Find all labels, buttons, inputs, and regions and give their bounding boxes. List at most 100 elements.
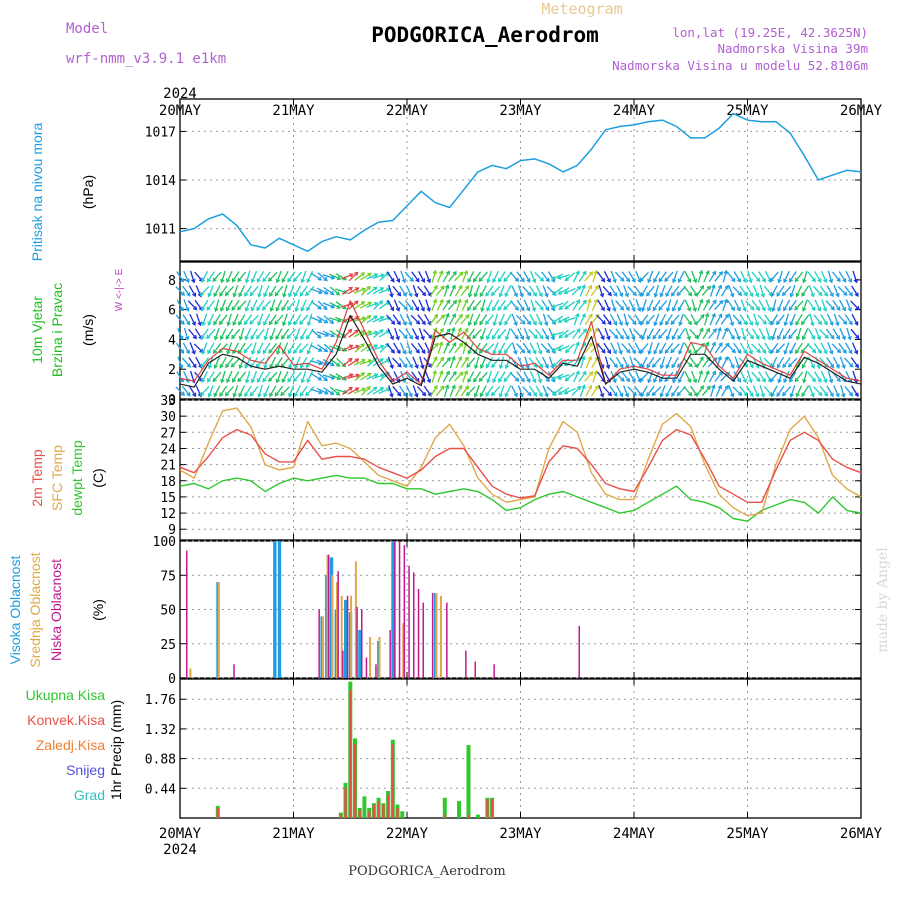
wind-arrow: [430, 285, 438, 297]
wind-arrow: [622, 328, 630, 340]
wind-arrow: [551, 302, 564, 308]
wind-arrowhead: [658, 277, 663, 283]
wind-arrowhead: [366, 285, 371, 291]
wind-arrowhead: [323, 305, 328, 311]
wind-arrow: [678, 342, 685, 354]
wind-arrow: [777, 299, 784, 312]
wind-arrow: [400, 370, 406, 383]
wind-arrow: [646, 385, 655, 397]
wind-arrowhead: [783, 278, 788, 284]
wind-arrowhead: [281, 335, 286, 340]
wind-arrow: [769, 271, 779, 282]
wind-arrowhead: [539, 335, 544, 340]
wind-arrow: [690, 342, 697, 354]
wind-arrow: [274, 314, 284, 325]
wind-arrow: [294, 327, 301, 340]
wind-arrowhead: [749, 334, 755, 340]
wind-arrowhead: [519, 335, 525, 341]
wind-arrow: [633, 329, 643, 339]
wind-arrow: [347, 345, 360, 351]
wind-arrowhead: [646, 335, 651, 341]
wind-arrowhead: [385, 271, 390, 277]
wind-arrowhead: [730, 335, 735, 340]
wind-arrowhead: [249, 320, 254, 325]
cloud-bar: [417, 589, 420, 678]
cloud-bar: [408, 565, 410, 678]
wind-arrowhead: [458, 342, 464, 347]
wind-arrowhead: [653, 321, 658, 327]
wind-arrowhead: [699, 327, 704, 332]
wind-arrowhead: [619, 335, 624, 340]
wind-arrow: [764, 371, 772, 383]
wind-arrowhead: [384, 343, 390, 348]
wind-arrowhead: [426, 307, 431, 313]
wind-arrow: [207, 271, 215, 282]
wind-arrowhead: [671, 392, 676, 397]
wind-arrow: [354, 301, 365, 310]
wind-arrowhead: [402, 392, 407, 397]
wind-arrowhead: [402, 350, 407, 355]
wind-arrow: [745, 300, 755, 311]
wind-arrowhead: [504, 321, 509, 326]
wind-arrowhead: [391, 320, 396, 325]
wind-arrow: [448, 300, 457, 311]
wind-arrow: [201, 371, 208, 383]
wind-arrowhead: [801, 320, 806, 326]
wind-arrowhead: [781, 291, 787, 297]
wind-arrow: [852, 270, 858, 283]
wind-arrowhead: [478, 349, 484, 354]
wind-arrow: [435, 385, 445, 397]
wind-arrow: [807, 271, 816, 282]
wind-arrow: [342, 358, 353, 367]
wind-arrow: [232, 371, 240, 383]
wind-arrow: [509, 271, 519, 282]
wind-arrowhead: [755, 306, 760, 312]
wind-arrow: [689, 385, 698, 397]
wind-arrowhead: [545, 306, 550, 312]
wind-arrowhead: [486, 307, 491, 312]
temp-unit: (C): [90, 468, 106, 487]
wind-arrow: [275, 328, 283, 340]
wind-arrowhead: [575, 370, 580, 375]
wind-arrow: [491, 357, 500, 368]
wind-arrowhead: [514, 277, 520, 282]
wind-arrowhead: [348, 344, 354, 349]
wind-arrowhead: [354, 271, 359, 276]
wind-arrowhead: [473, 393, 479, 398]
wind-arrow: [342, 329, 352, 339]
wind-arrow: [831, 371, 841, 382]
wind-arrow: [763, 357, 773, 368]
wind-arrow: [609, 285, 618, 297]
wind-arrowhead: [581, 355, 586, 361]
wind-arrowhead: [300, 364, 305, 369]
wind-arrow: [177, 328, 183, 340]
wind-arrowhead: [711, 384, 716, 389]
wind-arrowhead: [823, 392, 829, 397]
wind-arrow: [702, 328, 710, 340]
wind-arrowhead: [613, 292, 618, 297]
wind-arrowhead: [795, 335, 801, 341]
wind-arrow: [487, 370, 493, 383]
wind-arrow: [541, 271, 550, 282]
wind-arrow: [226, 299, 233, 311]
wind-arrow: [597, 299, 605, 311]
wind-arrow: [535, 357, 543, 368]
wind-arrow: [652, 357, 662, 368]
wind-arrow: [294, 356, 301, 369]
cloud-bar: [440, 595, 442, 678]
wind-arrowhead: [361, 358, 366, 364]
wind-arrowhead: [783, 321, 789, 327]
wind-arrow: [499, 356, 505, 369]
wind-arrowhead: [262, 277, 267, 283]
wind-arrow: [586, 299, 591, 312]
wind-arrow: [233, 284, 239, 297]
wind-arrowhead: [749, 363, 754, 369]
wind-arrowhead: [486, 378, 491, 384]
wind-arrowhead: [625, 277, 631, 283]
wind-arrow: [628, 371, 636, 383]
wind-arrow: [646, 314, 655, 325]
wind-arrow: [388, 284, 393, 297]
wind-arrow: [819, 285, 828, 297]
wind-arrow: [808, 328, 815, 340]
wind-arrowhead: [201, 278, 206, 283]
